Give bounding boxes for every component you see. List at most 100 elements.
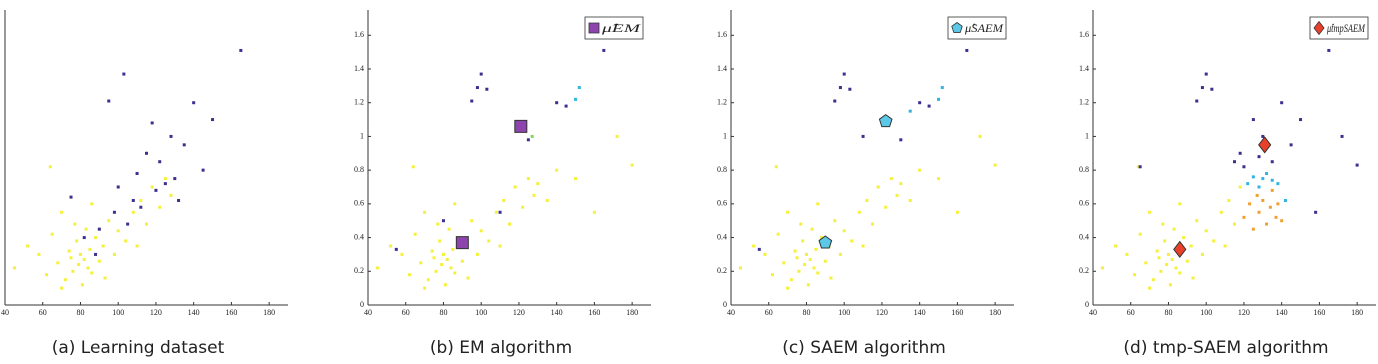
- x-tick-label: 180: [263, 308, 275, 317]
- point: [135, 172, 139, 176]
- point: [1340, 134, 1344, 138]
- point: [838, 86, 842, 90]
- point: [131, 210, 135, 214]
- point: [1223, 244, 1227, 248]
- legend-marker: [951, 22, 963, 33]
- point: [1100, 266, 1104, 270]
- point: [86, 266, 90, 270]
- legend-box: [1309, 16, 1369, 40]
- point: [441, 219, 445, 223]
- point: [1248, 202, 1252, 206]
- x-tick-label: 40: [364, 308, 372, 317]
- point: [389, 244, 393, 248]
- point: [470, 219, 474, 223]
- point: [239, 48, 243, 52]
- point: [1242, 165, 1246, 169]
- point: [158, 205, 162, 209]
- point: [470, 99, 474, 103]
- point: [434, 269, 438, 273]
- point: [574, 97, 578, 101]
- point: [526, 138, 530, 142]
- point: [103, 276, 107, 280]
- point: [430, 249, 434, 253]
- point: [1219, 210, 1223, 214]
- point: [94, 236, 98, 240]
- y-tick-label: 0.8: [717, 165, 727, 174]
- point: [71, 269, 75, 273]
- x-tick-label: 80: [76, 308, 84, 317]
- point: [850, 239, 854, 243]
- point: [26, 244, 30, 248]
- point: [375, 266, 379, 270]
- point: [1257, 155, 1261, 159]
- point: [918, 101, 922, 105]
- legend-box: [947, 16, 1007, 40]
- point: [1257, 185, 1261, 189]
- point: [602, 48, 606, 52]
- point: [752, 244, 756, 248]
- point: [413, 232, 417, 236]
- point: [45, 273, 49, 277]
- point: [545, 198, 549, 202]
- point: [797, 269, 801, 273]
- point: [871, 222, 874, 226]
- point: [1233, 222, 1236, 226]
- x-tick-label: 40: [727, 308, 735, 317]
- point: [201, 168, 205, 172]
- point: [555, 101, 559, 105]
- y-tick-label: 1.4: [354, 64, 364, 73]
- point: [1265, 172, 1269, 176]
- point: [411, 165, 415, 169]
- point: [1276, 182, 1280, 186]
- point: [861, 134, 865, 138]
- x-tick-label: 60: [765, 308, 773, 317]
- point: [453, 202, 457, 206]
- x-tick-label: 40: [1089, 308, 1097, 317]
- point: [1270, 178, 1274, 182]
- point: [485, 87, 489, 91]
- point: [940, 86, 944, 90]
- point: [799, 222, 803, 226]
- point: [150, 121, 154, 125]
- point: [443, 283, 447, 287]
- point: [158, 160, 162, 164]
- point: [1157, 256, 1161, 260]
- point: [1174, 266, 1178, 270]
- point: [124, 239, 128, 243]
- y-tick-label: 1.2: [717, 98, 727, 107]
- y-tick-label: 1: [360, 131, 364, 140]
- y-tick-label: 0.4: [1079, 232, 1089, 241]
- point: [1265, 222, 1269, 226]
- point: [498, 244, 502, 248]
- y-tick-label: 1: [1085, 131, 1089, 140]
- point: [97, 227, 101, 231]
- point: [460, 259, 464, 263]
- point: [447, 227, 451, 231]
- point: [116, 229, 120, 233]
- point: [908, 198, 912, 202]
- point: [1178, 202, 1182, 206]
- point: [774, 165, 778, 169]
- point: [757, 247, 761, 251]
- point: [865, 198, 869, 202]
- point: [135, 244, 139, 248]
- point: [842, 72, 846, 76]
- point: [145, 151, 148, 155]
- point: [101, 244, 105, 248]
- y-tick-label: 0.8: [354, 165, 364, 174]
- point: [48, 165, 52, 169]
- x-tick-label: 100: [1200, 308, 1212, 317]
- y-tick-label: 1.6: [354, 30, 364, 39]
- point: [163, 182, 167, 186]
- x-tick-label: 160: [588, 308, 600, 317]
- mean-marker: [1173, 240, 1187, 258]
- y-tick-label: 0: [360, 300, 364, 309]
- x-tick-label: 80: [802, 308, 810, 317]
- point: [1212, 239, 1216, 243]
- point: [475, 86, 479, 90]
- point: [1200, 86, 1204, 90]
- mean-marker: [1258, 136, 1272, 154]
- point: [555, 168, 559, 172]
- point: [1195, 219, 1199, 223]
- x-tick-label: 160: [1313, 308, 1325, 317]
